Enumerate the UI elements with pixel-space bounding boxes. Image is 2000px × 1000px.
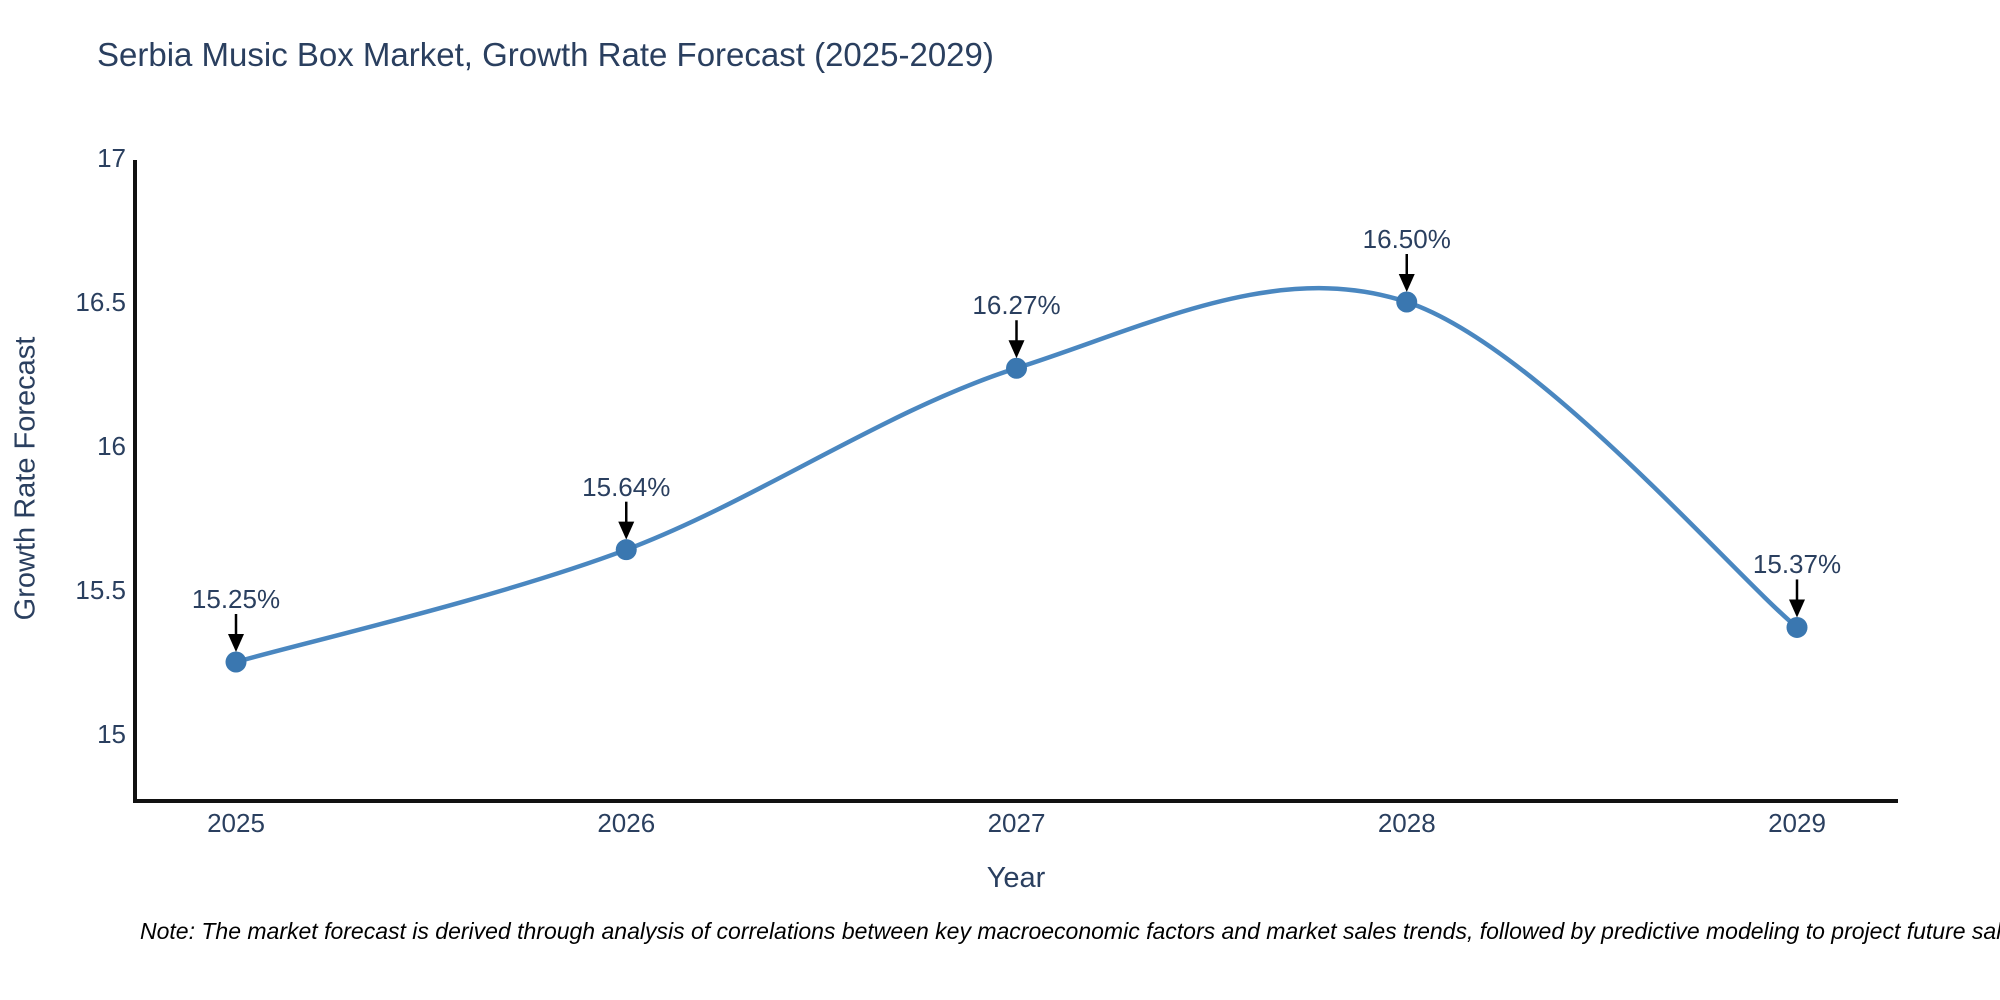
y-tick-label: 15.5 [75,575,126,605]
y-tick-label: 16 [97,431,126,461]
annotation-arrow-head [1789,599,1805,618]
y-tick-label: 16.5 [75,287,126,317]
y-tick-label: 15 [97,719,126,749]
x-tick-label: 2025 [207,808,265,838]
data-point-label: 16.50% [1362,224,1451,254]
data-point-marker[interactable] [225,651,247,673]
data-point-label: 15.25% [191,584,281,614]
data-point-label: 15.37% [1752,549,1842,580]
x-tick-label: 2028 [1377,808,1436,838]
data-point-label: 15.64% [582,471,671,502]
annotation-arrow-head [618,521,635,540]
data-point-marker[interactable] [1396,291,1418,313]
y-tick-label: 17 [97,143,126,173]
footnote-text: Note: The market forecast is derived thr… [140,918,2000,944]
chart-title: Serbia Music Box Market, Growth Rate For… [97,36,994,73]
y-axis-title: Growth Rate Forecast [9,336,42,621]
x-tick-label: 2027 [987,808,1046,838]
annotation-arrow-head [1008,340,1025,359]
annotation-arrow-head [1398,274,1415,292]
x-tick-label: 2026 [597,808,656,838]
data-point-marker[interactable] [1006,357,1027,379]
x-axis-title: Year [986,862,1046,894]
data-point-label: 16.27% [972,290,1061,321]
axis-spines [133,160,1898,803]
x-tick-label: 2029 [1768,808,1826,838]
data-point-marker[interactable] [615,539,637,561]
annotation-arrow-head [228,634,244,652]
data-point-marker[interactable] [1786,616,1808,638]
